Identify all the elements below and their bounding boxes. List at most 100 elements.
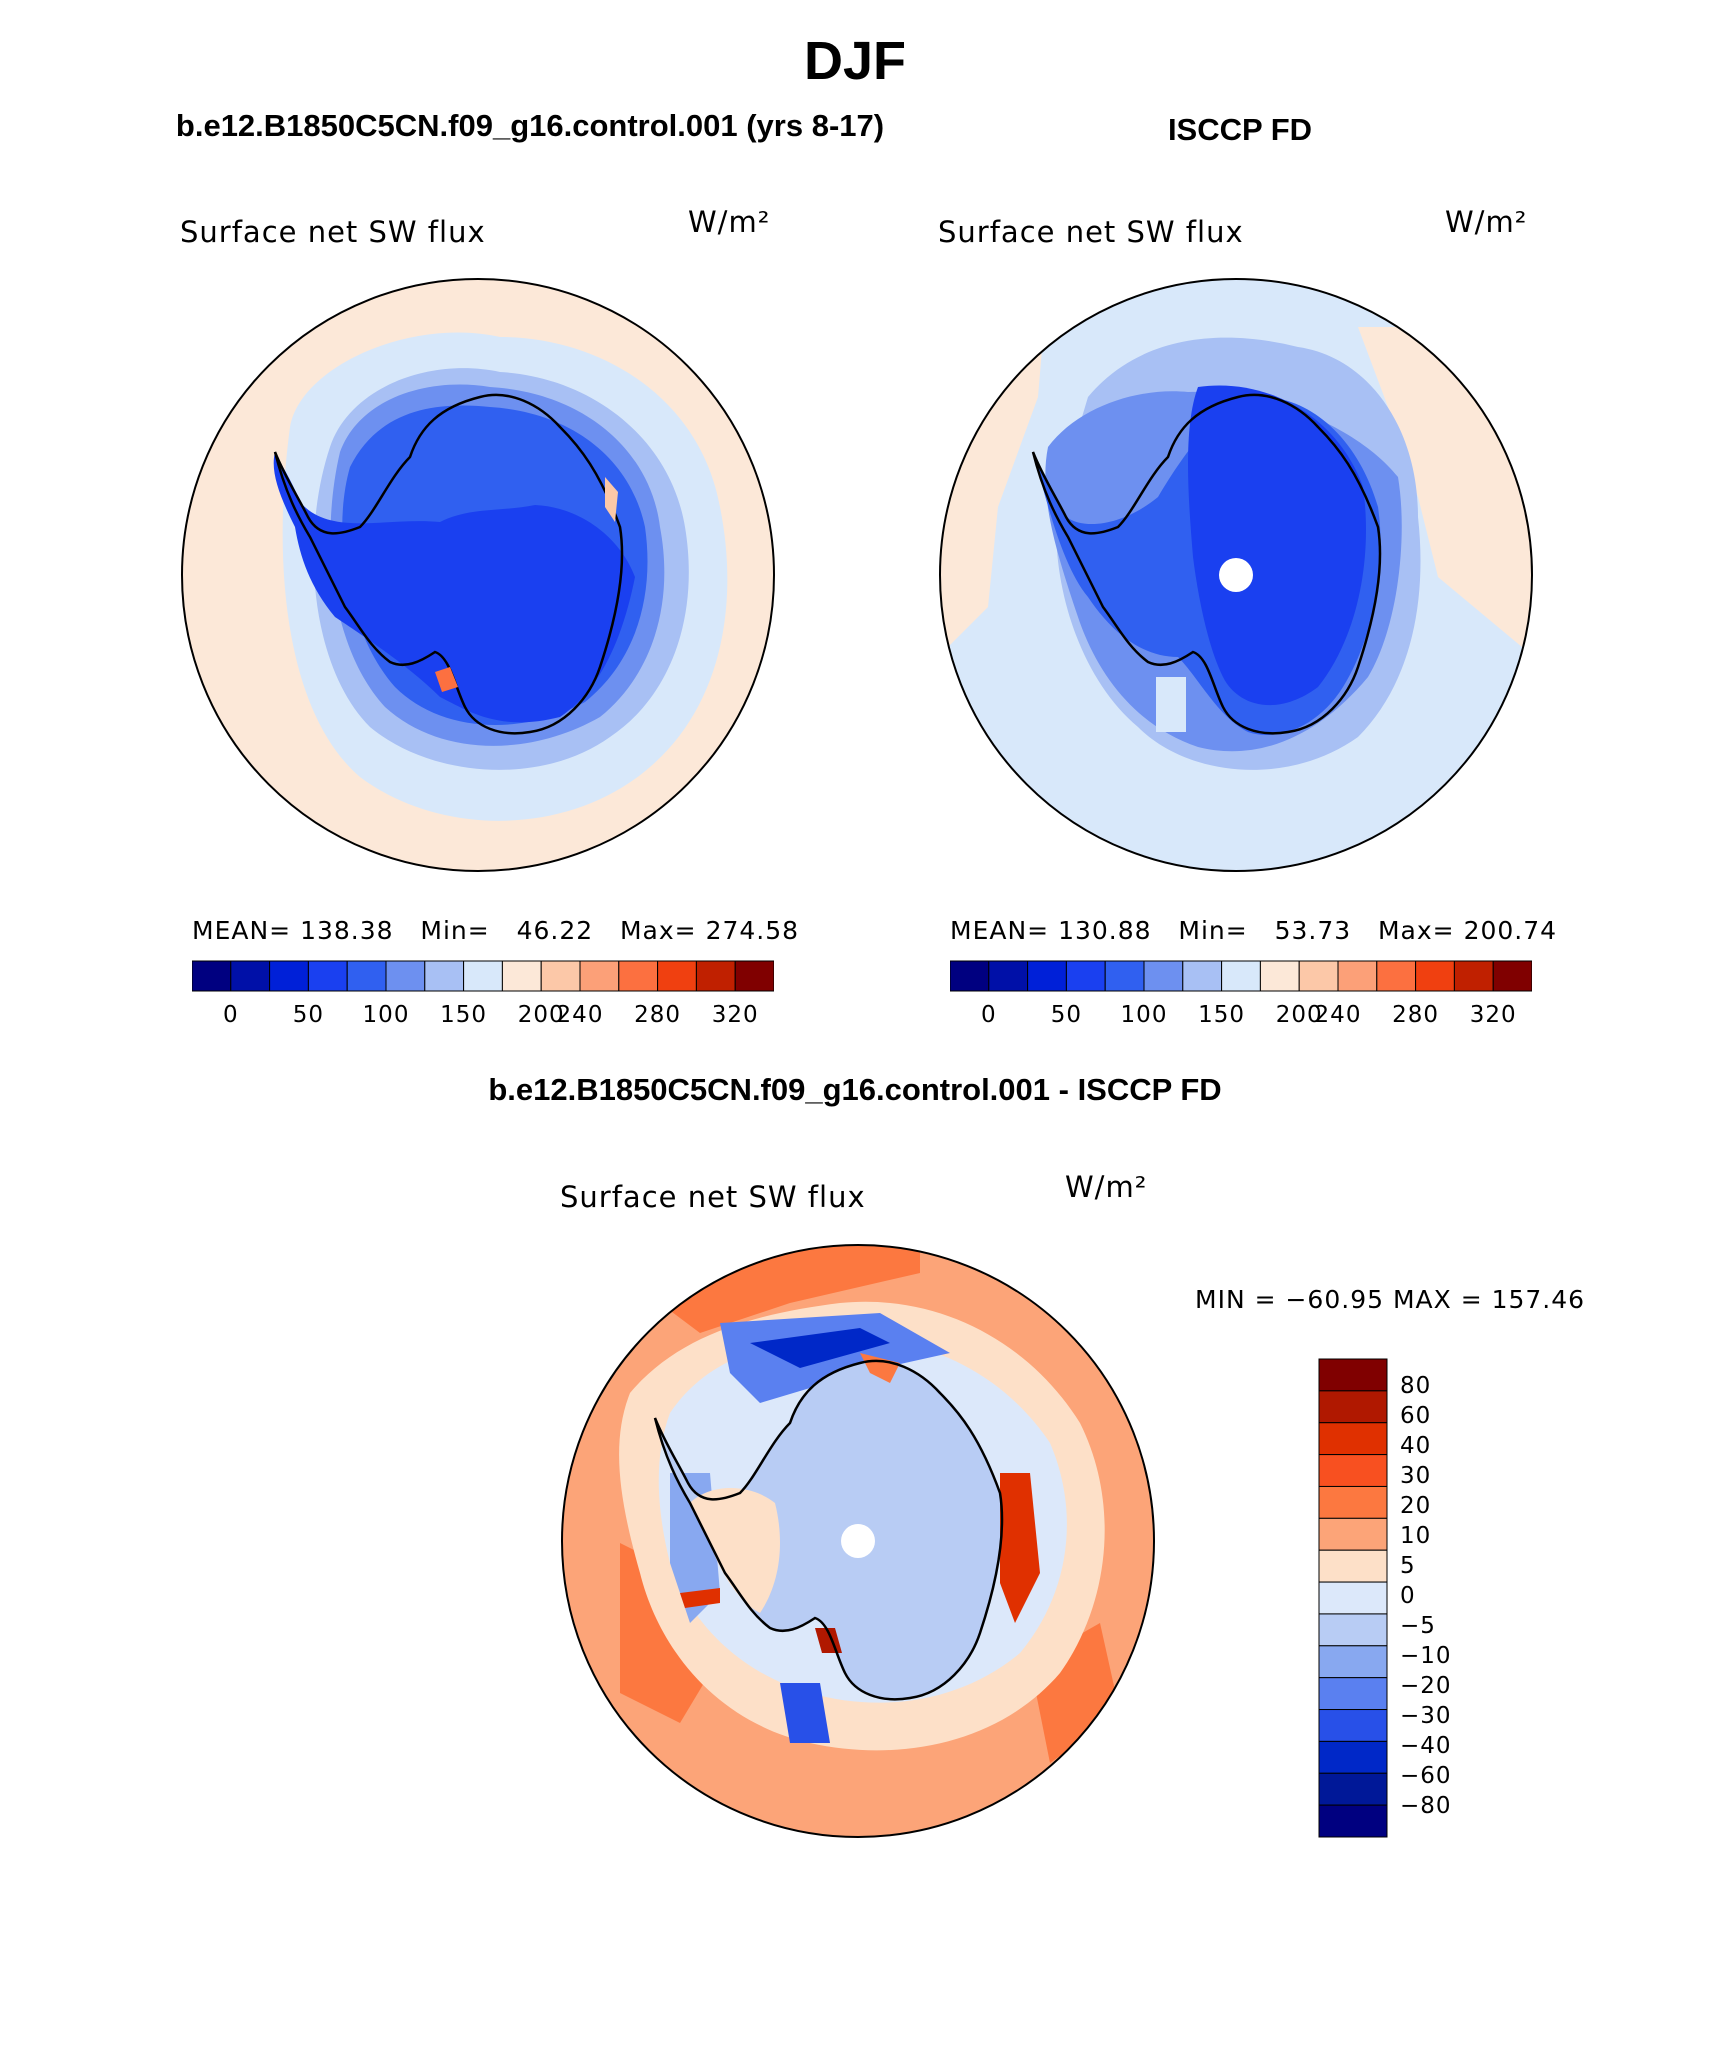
model-cb-tick: 0 bbox=[222, 1002, 239, 1028]
obs-stats: MEAN= 130.88 Min= 53.73 Max= 200.74 bbox=[950, 916, 1557, 945]
obs-cb-tick: 100 bbox=[1120, 1002, 1168, 1028]
antarctic-coastline bbox=[1031, 393, 1382, 735]
colorbar-swatch bbox=[1318, 1390, 1388, 1424]
diff-cb-tick: −80 bbox=[1400, 1793, 1452, 1819]
obs-case-label: ISCCP FD bbox=[1167, 112, 1313, 147]
colorbar-swatch bbox=[1318, 1422, 1388, 1456]
model-cb-tick: 240 bbox=[556, 1002, 604, 1028]
model-cb-tick: 100 bbox=[362, 1002, 410, 1028]
colorbar-swatch bbox=[695, 960, 736, 992]
obs-cb-tick: 150 bbox=[1198, 1002, 1246, 1028]
diff-cb-tick: −10 bbox=[1400, 1643, 1452, 1669]
obs-panel-title: Surface net SW flux bbox=[938, 215, 1244, 249]
model-colorbar-ticks: 0 50 100 150 200 240 280 320 bbox=[192, 1002, 774, 1032]
difference-polar-map bbox=[561, 1244, 1155, 1838]
model-panel-title: Surface net SW flux bbox=[180, 215, 486, 249]
diff-cb-tick: 5 bbox=[1400, 1553, 1416, 1579]
model-cb-tick: 50 bbox=[292, 1002, 325, 1028]
colorbar-swatch bbox=[346, 960, 387, 992]
colorbar-swatch bbox=[501, 960, 542, 992]
model-units: W/m² bbox=[688, 205, 771, 239]
diff-cb-tick: 80 bbox=[1400, 1373, 1432, 1399]
colorbar-swatch bbox=[1318, 1549, 1388, 1583]
model-colorbar bbox=[192, 960, 774, 992]
obs-cb-tick: 320 bbox=[1469, 1002, 1517, 1028]
colorbar-swatch bbox=[1318, 1485, 1388, 1519]
model-hot-patch bbox=[435, 667, 458, 692]
model-mean-value: 138.38 bbox=[300, 916, 394, 945]
diff-cb-tick: 60 bbox=[1400, 1403, 1432, 1429]
colorbar-swatch bbox=[1453, 960, 1494, 992]
diff-panel-title: Surface net SW flux bbox=[560, 1180, 866, 1214]
colorbar-swatch bbox=[579, 960, 620, 992]
diff-cb-tick: 10 bbox=[1400, 1523, 1432, 1549]
diff-hot-patch-west bbox=[680, 1588, 720, 1608]
colorbar-swatch bbox=[269, 960, 309, 992]
obs-max-label: Max= bbox=[1377, 916, 1455, 945]
obs-cb-tick: 240 bbox=[1314, 1002, 1362, 1028]
colorbar-swatch bbox=[734, 960, 774, 992]
diff-cb-tick: 30 bbox=[1400, 1463, 1432, 1489]
model-min-label: Min= bbox=[420, 916, 490, 945]
model-cb-tick: 280 bbox=[634, 1002, 682, 1028]
colorbar-swatch bbox=[1318, 1709, 1388, 1742]
obs-cb-tick: 280 bbox=[1392, 1002, 1440, 1028]
antarctic-continent-fill bbox=[655, 1360, 1002, 1700]
difference-case-label: b.e12.B1850C5CN.f09_g16.control.001 - IS… bbox=[488, 1072, 1222, 1107]
colorbar-swatch bbox=[1318, 1740, 1388, 1774]
colorbar-swatch bbox=[1376, 960, 1417, 992]
colorbar-swatch bbox=[1182, 960, 1223, 992]
difference-colorbar bbox=[1318, 1358, 1388, 1838]
figure-title: DJF bbox=[803, 31, 906, 91]
colorbar-swatch bbox=[424, 960, 465, 992]
diff-minmax: MIN = −60.95 MAX = 157.46 bbox=[1195, 1285, 1586, 1314]
colorbar-swatch bbox=[1221, 960, 1261, 992]
model-cb-tick: 150 bbox=[440, 1002, 488, 1028]
obs-units: W/m² bbox=[1445, 205, 1528, 239]
colorbar-swatch bbox=[540, 960, 581, 992]
model-mean-label: MEAN= bbox=[192, 916, 292, 945]
colorbar-swatch bbox=[1065, 960, 1106, 992]
obs-data-gap bbox=[1156, 677, 1186, 732]
contour-level-60 bbox=[1188, 385, 1366, 706]
obs-cb-tick: 200 bbox=[1275, 1002, 1323, 1028]
colorbar-swatch bbox=[1492, 960, 1532, 992]
difference-colorbar-ticks: 80 60 40 30 20 10 5 0 −5 −10 −20 −30 −40… bbox=[1400, 1358, 1480, 1838]
obs-mean-label: MEAN= bbox=[950, 916, 1050, 945]
colorbar-swatch bbox=[618, 960, 659, 992]
diff-cb-tick: 20 bbox=[1400, 1493, 1432, 1519]
model-polar-map bbox=[181, 278, 775, 872]
colorbar-swatch bbox=[1104, 960, 1145, 992]
colorbar-swatch bbox=[1318, 1804, 1388, 1838]
diff-strong-negative-band bbox=[750, 1328, 890, 1368]
model-case-label: b.e12.B1850C5CN.f09_g16.control.001 (yrs… bbox=[175, 108, 885, 143]
colorbar-swatch bbox=[192, 960, 232, 992]
model-stats: MEAN= 138.38 Min= 46.22 Max= 274.58 bbox=[192, 916, 799, 945]
colorbar-swatch bbox=[385, 960, 426, 992]
colorbar-swatch bbox=[1143, 960, 1184, 992]
diff-cb-tick: −30 bbox=[1400, 1703, 1452, 1729]
colorbar-swatch bbox=[988, 960, 1029, 992]
diff-cb-tick: 40 bbox=[1400, 1433, 1432, 1459]
colorbar-swatch bbox=[1298, 960, 1339, 992]
colorbar-swatch bbox=[1318, 1517, 1388, 1551]
diff-cb-tick: −40 bbox=[1400, 1733, 1452, 1759]
model-warm-patch bbox=[605, 477, 618, 522]
antarctic-coastline bbox=[653, 1359, 1004, 1701]
model-cb-tick: 320 bbox=[711, 1002, 759, 1028]
colorbar-swatch bbox=[950, 960, 990, 992]
colorbar-swatch bbox=[1318, 1613, 1388, 1647]
map-boundary bbox=[181, 278, 775, 872]
obs-cb-tick: 50 bbox=[1050, 1002, 1083, 1028]
obs-colorbar-ticks: 0 50 100 150 200 240 280 320 bbox=[950, 1002, 1532, 1032]
pole-hole bbox=[1219, 558, 1253, 592]
obs-colorbar bbox=[950, 960, 1532, 992]
colorbar-swatch bbox=[1337, 960, 1378, 992]
pole-hole bbox=[841, 1524, 875, 1558]
diff-negative-patch-south bbox=[780, 1683, 830, 1743]
diff-cb-tick: −20 bbox=[1400, 1673, 1452, 1699]
antarctic-coastline bbox=[273, 393, 624, 735]
model-cb-tick: 200 bbox=[517, 1002, 565, 1028]
obs-max-value: 200.74 bbox=[1463, 916, 1558, 945]
diff-units: W/m² bbox=[1065, 1170, 1148, 1204]
